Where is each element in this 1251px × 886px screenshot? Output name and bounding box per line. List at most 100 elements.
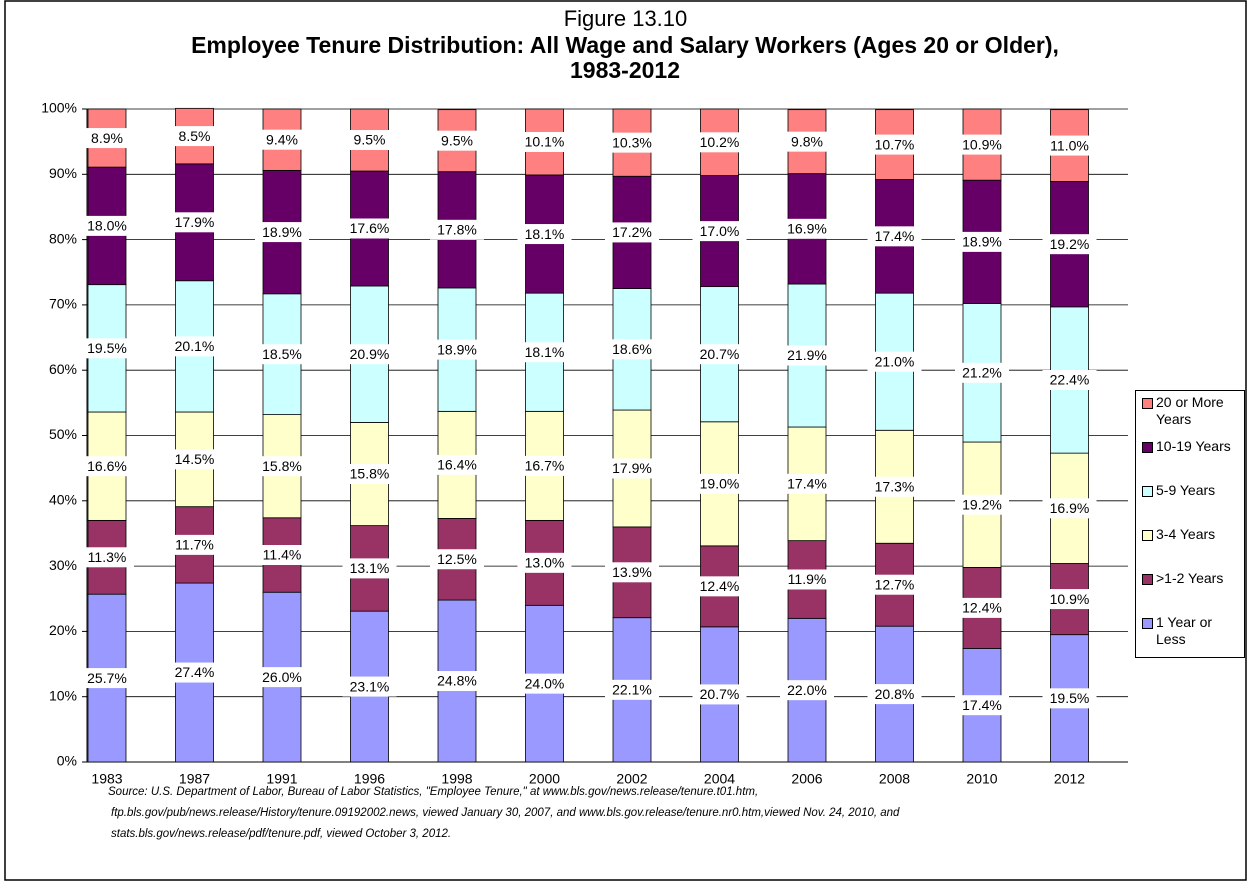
label-box xyxy=(80,128,134,149)
label-box xyxy=(692,132,747,153)
data-label: 22.1% xyxy=(612,682,652,698)
data-label: 9.4% xyxy=(266,131,298,147)
data-label: 13.1% xyxy=(350,560,390,576)
label-box xyxy=(955,231,1009,252)
legend-swatch xyxy=(1142,486,1153,497)
data-label: 20.7% xyxy=(700,686,740,702)
chart-title: Employee Tenure Distribution: All Wage a… xyxy=(191,32,1059,83)
y-tick-label: 30% xyxy=(49,557,77,573)
label-box xyxy=(167,662,222,683)
data-label: 18.6% xyxy=(612,341,652,357)
legend-label: 20 or More Years xyxy=(1156,394,1224,427)
label-box xyxy=(342,130,397,151)
legend-swatch xyxy=(1142,442,1153,453)
label-box xyxy=(80,215,134,236)
label-box xyxy=(342,676,397,697)
label-box xyxy=(430,339,484,360)
label-box xyxy=(780,218,834,239)
label-box xyxy=(780,131,834,152)
data-label: 19.2% xyxy=(962,496,1002,512)
label-box xyxy=(167,449,222,470)
label-box xyxy=(1042,369,1097,390)
data-label: 10.2% xyxy=(700,134,740,150)
label-box xyxy=(955,362,1009,383)
label-box xyxy=(1042,688,1097,709)
y-tick-label: 10% xyxy=(49,687,77,703)
label-box xyxy=(955,695,1009,716)
source-note: Source: U.S. Department of Labor, Bureau… xyxy=(108,782,899,845)
x-tick-label: 2000 xyxy=(529,771,560,787)
source-line: ftp.bls.gov/pub/news.release/History/ten… xyxy=(111,807,900,819)
legend-item: 3-4 Years xyxy=(1142,526,1242,570)
data-label: 12.7% xyxy=(875,576,915,592)
data-label: 18.0% xyxy=(87,218,127,234)
data-label: 17.9% xyxy=(612,460,652,476)
label-box xyxy=(342,344,397,365)
data-label: 21.2% xyxy=(962,365,1002,381)
source-line: Source: U.S. Department of Labor, Bureau… xyxy=(108,786,759,798)
data-label: 20.7% xyxy=(700,346,740,362)
x-tick-label: 2006 xyxy=(791,771,822,787)
y-tick-label: 60% xyxy=(49,361,77,377)
label-box xyxy=(605,679,659,700)
data-label: 12.4% xyxy=(700,578,740,594)
label-box xyxy=(955,494,1009,515)
label-box xyxy=(955,597,1009,618)
data-label: 19.0% xyxy=(700,476,740,492)
data-label: 22.4% xyxy=(1050,372,1090,388)
data-label: 19.5% xyxy=(1050,690,1090,706)
data-label: 27.4% xyxy=(175,664,215,680)
x-tick-label: 1987 xyxy=(179,771,210,787)
data-label: 9.5% xyxy=(354,132,386,148)
legend-swatch xyxy=(1142,574,1153,585)
label-box xyxy=(255,222,309,243)
data-label: 15.8% xyxy=(350,466,390,482)
x-tick-label: 1991 xyxy=(266,771,297,787)
legend-label: 10-19 Years xyxy=(1156,438,1231,454)
label-box xyxy=(430,130,484,151)
legend-item: >1-2 Years xyxy=(1142,570,1242,614)
legend-item: 5-9 Years xyxy=(1142,482,1242,526)
label-box xyxy=(692,576,747,597)
label-box xyxy=(342,218,397,239)
data-label: 17.4% xyxy=(787,476,827,492)
data-label: 21.9% xyxy=(787,347,827,363)
legend-label: >1-2 Years xyxy=(1156,570,1224,586)
label-box xyxy=(167,212,222,233)
label-box xyxy=(867,684,922,705)
label-box xyxy=(780,569,834,590)
label-box xyxy=(517,342,572,363)
label-box xyxy=(255,456,309,477)
data-label: 16.4% xyxy=(437,457,477,473)
data-label: 10.1% xyxy=(525,134,565,150)
legend-swatch xyxy=(1142,618,1153,629)
label-box xyxy=(605,132,659,153)
label-box xyxy=(517,455,572,476)
y-tick-label: 0% xyxy=(57,753,77,769)
data-label: 22.0% xyxy=(787,682,827,698)
legend: 20 or More Years 10-19 Years 5-9 Years 3-4 … xyxy=(1135,390,1245,658)
data-label: 10.9% xyxy=(962,136,1002,152)
legend-label: 5-9 Years xyxy=(1156,482,1216,498)
data-label: 14.5% xyxy=(175,451,215,467)
label-box xyxy=(605,458,659,479)
label-box xyxy=(605,222,659,243)
label-box xyxy=(780,345,834,366)
label-box xyxy=(692,221,747,242)
legend-label: 1 Year or Less xyxy=(1156,614,1213,647)
data-label: 17.2% xyxy=(612,224,652,240)
data-label: 8.9% xyxy=(91,130,123,146)
label-box xyxy=(517,673,572,694)
data-label: 17.4% xyxy=(875,228,915,244)
label-box xyxy=(80,668,134,689)
data-label: 11.3% xyxy=(88,549,127,565)
data-label: 17.9% xyxy=(175,214,215,230)
data-label: 11.4% xyxy=(263,547,302,563)
label-box xyxy=(342,558,397,579)
label-box xyxy=(167,126,222,147)
data-label: 17.4% xyxy=(962,697,1002,713)
x-tick-label: 2008 xyxy=(879,771,910,787)
x-tick-label: 1996 xyxy=(354,771,385,787)
data-label: 15.8% xyxy=(262,458,302,474)
data-label: 9.8% xyxy=(791,133,823,149)
